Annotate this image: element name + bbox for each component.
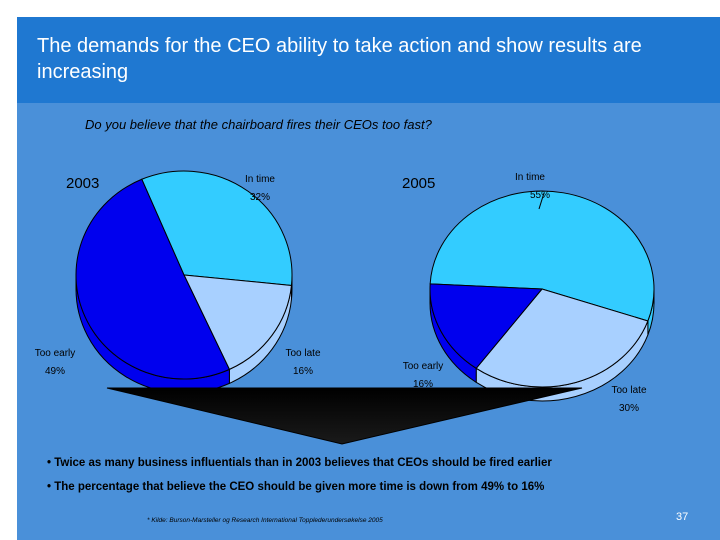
- slide: The demands for the CEO ability to take …: [17, 17, 720, 540]
- label-value: 16%: [292, 366, 313, 377]
- pie-slice-in-time: [429, 190, 655, 322]
- bullet-2: • The percentage that believe the CEO sh…: [47, 481, 545, 493]
- slide-title: The demands for the CEO ability to take …: [37, 35, 642, 83]
- pie-slice-too-late: [183, 274, 293, 371]
- chart-2005-label-too-early: Too early 16%: [393, 358, 453, 394]
- pie-slice-in-time: [141, 170, 293, 286]
- page-number: 37: [676, 511, 689, 523]
- chart-2005-title: 2005: [402, 175, 436, 192]
- pie-slice-too-early: [75, 178, 231, 380]
- label-value: 55%: [529, 190, 550, 201]
- label-value: 49%: [44, 366, 65, 377]
- chart-2005-label-in-time: In time 55%: [505, 169, 555, 205]
- label-text: Too early: [34, 348, 76, 359]
- leader-line-in-time-2005: [538, 192, 545, 210]
- chart-2003-label-too-late: Too late 16%: [275, 345, 331, 381]
- pie-slice-too-early: [429, 283, 544, 369]
- label-text: In time: [244, 174, 275, 185]
- pie-slice-too-late: [475, 288, 649, 388]
- chart-2003-label-in-time: In time 32%: [235, 171, 285, 207]
- label-text: Too late: [285, 348, 321, 359]
- leader-lines: [538, 192, 545, 210]
- source-footnote: * Kilde: Burson-Marsteller og Research I…: [147, 517, 383, 524]
- pie-2003: [75, 170, 293, 394]
- label-value: 16%: [412, 379, 433, 390]
- label-text: In time: [514, 172, 545, 183]
- pie-2005: [429, 190, 655, 402]
- label-value: 30%: [618, 403, 639, 414]
- chart-2003-label-too-early: Too early 49%: [25, 345, 85, 381]
- chart-2005-label-too-late: Too late 30%: [601, 382, 657, 418]
- survey-question: Do you believe that the chairboard fires…: [85, 117, 432, 132]
- funnel-arrow: [106, 387, 583, 445]
- label-text: Too early: [402, 361, 444, 372]
- label-value: 32%: [249, 192, 270, 203]
- pie-charts: [75, 170, 655, 445]
- bullet-1: • Twice as many business influentials th…: [47, 457, 552, 469]
- chart-2003-title: 2003: [66, 175, 100, 192]
- label-text: Too late: [611, 385, 647, 396]
- title-band: [17, 17, 720, 103]
- bullet-list: • Twice as many business influentials th…: [47, 457, 697, 505]
